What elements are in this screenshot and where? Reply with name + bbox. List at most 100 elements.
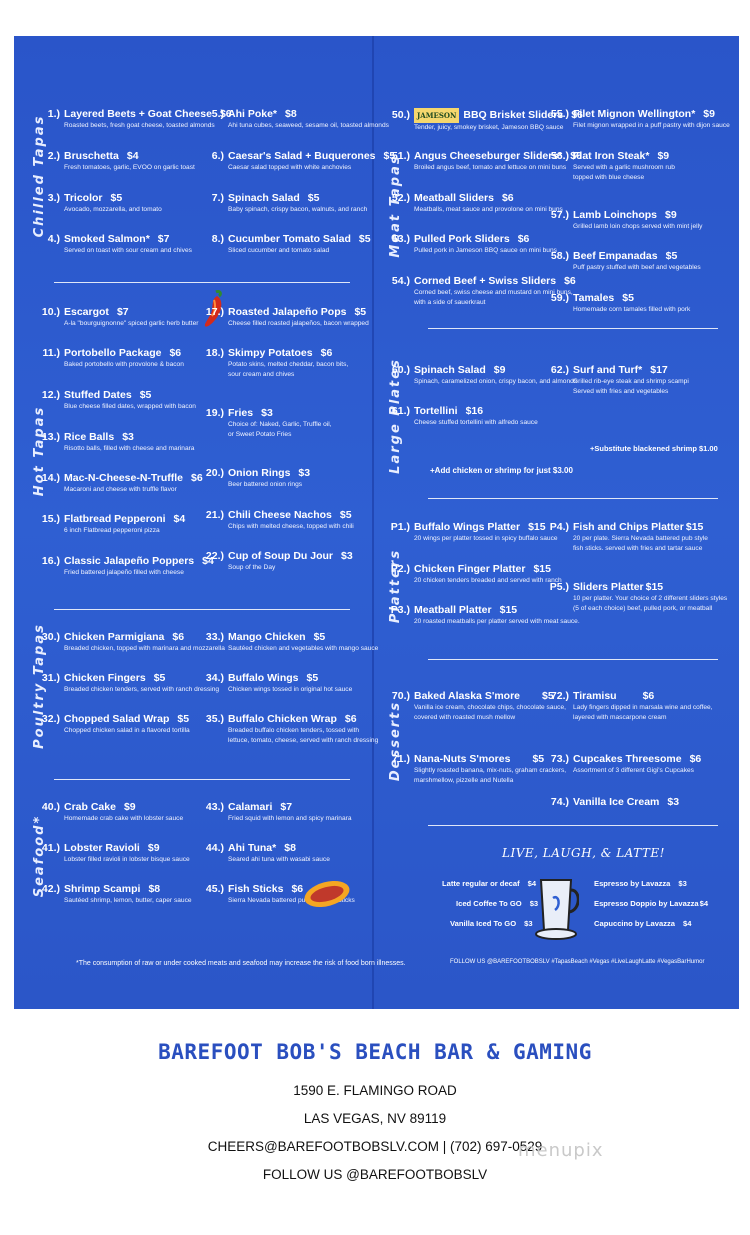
item-description: 20 per plate. Sierra Nevada battered pub… <box>573 535 708 552</box>
item-name: Skimpy Potatoes <box>228 347 313 359</box>
item-description: Homemade corn tamales filled with pork <box>573 306 691 313</box>
item-price: $6 <box>219 108 232 120</box>
item-name: Rice Balls <box>64 431 115 443</box>
item-price: $15 <box>533 563 551 575</box>
item-price: $15 <box>499 604 518 616</box>
menu-item: 8.) Cucumber Tomato Salad $5 Sliced cucumb… <box>211 233 371 254</box>
item-price: $7 <box>280 801 293 813</box>
menu-item: 53.) Pulled Pork Sliders $6 Pulled pork in… <box>391 233 557 254</box>
item-name: Tiramisu <box>573 690 617 702</box>
item-description: Macaroni and cheese with truffle flavor <box>64 486 177 493</box>
restaurant-name: BAREFOOT BOB'S BEACH BAR & GAMING <box>158 1040 592 1064</box>
item-name: Mac-N-Cheese-N-Truffle <box>64 472 184 484</box>
item-price: $6 <box>320 347 333 359</box>
menu-item: 6.) Caesar's Salad + Buquerones $5 Caesar … <box>211 150 396 171</box>
item-name: Buffalo Wings Platter <box>414 521 521 533</box>
item-description: Chicken wings tossed in original hot sau… <box>228 686 353 693</box>
item-name: Shrimp Scampi <box>64 883 141 895</box>
item-name: Spinach Salad <box>414 364 486 376</box>
menu-item: 15.) Flatbread Pepperoni $4 6 inch Flatbre… <box>41 513 186 534</box>
item-description: Puff pastry stuffed with beef and vegeta… <box>573 264 701 271</box>
latte-cup-icon <box>535 879 579 940</box>
item-name: Fish Sticks <box>228 883 284 895</box>
item-name: Bruschetta <box>64 150 119 162</box>
item-name: Nana-Nuts S'mores <box>414 753 511 765</box>
item-price: $5 <box>383 150 396 162</box>
item-name: Angus Cheeseburger Sliders* <box>414 150 563 162</box>
item-description: Assortment of 3 different Gigi's Cupcake… <box>573 767 694 774</box>
item-description: Served with a garlic mushroom rub topped… <box>573 164 675 181</box>
item-price: $8 <box>284 842 296 854</box>
item-description: Soup of the Day <box>228 564 276 571</box>
item-description: Avocado, mozzarella, and tomato <box>64 206 162 213</box>
item-name: Onion Rings <box>228 467 291 479</box>
item-description: Grilled lamb loin chops served with mint… <box>573 223 703 230</box>
item-price: $4 <box>173 513 186 525</box>
item-price: $6 <box>169 347 182 359</box>
item-description: Roasted beets, fresh goat cheese, toaste… <box>64 122 215 129</box>
item-description: Vanilla ice cream, chocolate chips, choc… <box>414 704 566 721</box>
item-price: $15 <box>645 581 664 593</box>
item-description: Broiled angus beef, tomato and lettuce o… <box>414 164 567 171</box>
menu-item: 11.) Portobello Package $6 Baked portobell… <box>42 347 184 368</box>
menu-item: 44.) Ahi Tuna* $8 Seared ahi tuna with was… <box>205 842 330 863</box>
menu-item: 34.) Buffalo Wings $5 Chicken wings tossed… <box>205 672 353 693</box>
menu-item: 7.) Spinach Salad $5 Baby spinach, crispy … <box>211 192 368 213</box>
menu-item: 40.) Crab Cake $9 Homemade crab cake with … <box>41 801 184 822</box>
item-description: Sliced cucumber and tomato salad <box>228 247 330 254</box>
menu-item: P3.) Meatball Platter $15 20 roasted meatb… <box>390 604 580 625</box>
menu-item: 10.) Escargot $7 A-la "bourguignonne" spic… <box>41 306 199 327</box>
menu-item: 54.) Corned Beef + Swiss Sliders $6 Corned… <box>391 275 576 306</box>
drink-item: Espresso Doppio by Lavazza$4 <box>594 899 709 908</box>
item-name: BBQ Brisket Sliders <box>463 109 564 121</box>
menu-item: 18.) Skimpy Potatoes $6 Potato skins, melt… <box>205 347 349 378</box>
item-price: $5 <box>665 250 678 262</box>
item-name: Pulled Pork Sliders <box>414 233 510 245</box>
item-price: $9 <box>147 842 160 854</box>
item-price: $6 <box>564 275 576 287</box>
item-description: Breaded chicken tenders, served with ran… <box>64 686 220 693</box>
item-price: $17 <box>650 364 668 376</box>
item-description: Fried squid with lemon and spicy marinar… <box>228 815 352 822</box>
item-description: Beer battered onion rings <box>228 481 303 488</box>
item-price: $5 <box>542 690 554 702</box>
item-price: $4 <box>202 555 214 567</box>
item-description: Baked portobello with provolone & bacon <box>64 361 184 368</box>
item-description: Slightly roasted banana, mix-nuts, graha… <box>414 767 567 784</box>
menu-item: 62.) Surf and Turf* $17 Grilled rib-eye st… <box>550 364 689 395</box>
item-name: Ahi Poke* <box>228 108 278 120</box>
item-price: $4 <box>126 150 139 162</box>
item-name: Meatball Sliders <box>414 192 494 204</box>
item-name: Calamari <box>228 801 273 813</box>
item-price: $5 <box>139 389 152 401</box>
item-price: $16 <box>465 405 484 417</box>
menu-item: 35.) Buffalo Chicken Wrap $6 Breaded buffa… <box>205 713 379 744</box>
item-name: Escargot <box>64 306 109 318</box>
menu-item: 60.) Spinach Salad $9 Spinach, caramelized… <box>391 364 578 385</box>
item-price: $5 <box>354 306 367 318</box>
item-name: Tricolor <box>64 192 103 204</box>
follow-line[interactable]: FOLLOW US @BAREFOOTBOBSLV <box>262 1167 488 1182</box>
item-price: $5 <box>358 233 371 245</box>
item-name: Chicken Finger Platter <box>414 563 526 575</box>
menu-item: 21.) Chili Cheese Nachos $5 Chips with mel… <box>205 509 354 530</box>
item-price: $3 <box>261 407 273 419</box>
menu-item: 58.) Beef Empanadas $5 Puff pastry stuffed… <box>550 250 701 271</box>
item-description: Sautéed shrimp, lemon, butter, caper sau… <box>64 897 192 904</box>
item-description: Baby spinach, crispy bacon, walnuts, and… <box>228 206 368 213</box>
item-price: $6 <box>291 883 304 895</box>
item-price: $7 <box>157 233 170 245</box>
menu-item: 12.) Stuffed Dates $5 Blue cheese filled d… <box>41 389 196 410</box>
item-name: Roasted Jalapeño Pops <box>228 306 347 318</box>
item-price: $9 <box>657 150 670 162</box>
divider-rule <box>428 659 718 660</box>
jameson-logo: JAMESON <box>414 108 460 123</box>
contact-line[interactable]: CHEERS@BAREFOOTBOBSLV.COM | (702) 697-05… <box>207 1139 543 1154</box>
menu-item: 13.) Rice Balls $3 Risotto balls, filled w… <box>41 431 195 452</box>
divider-rule <box>54 282 350 283</box>
item-price: $5 <box>532 753 545 765</box>
item-name: Flatbread Pepperoni <box>64 513 166 525</box>
item-description: Breaded chicken, topped with marinara an… <box>64 645 225 652</box>
item-description: Lobster filled ravioli in lobster bisque… <box>64 856 190 863</box>
item-price: $6 <box>517 233 530 245</box>
